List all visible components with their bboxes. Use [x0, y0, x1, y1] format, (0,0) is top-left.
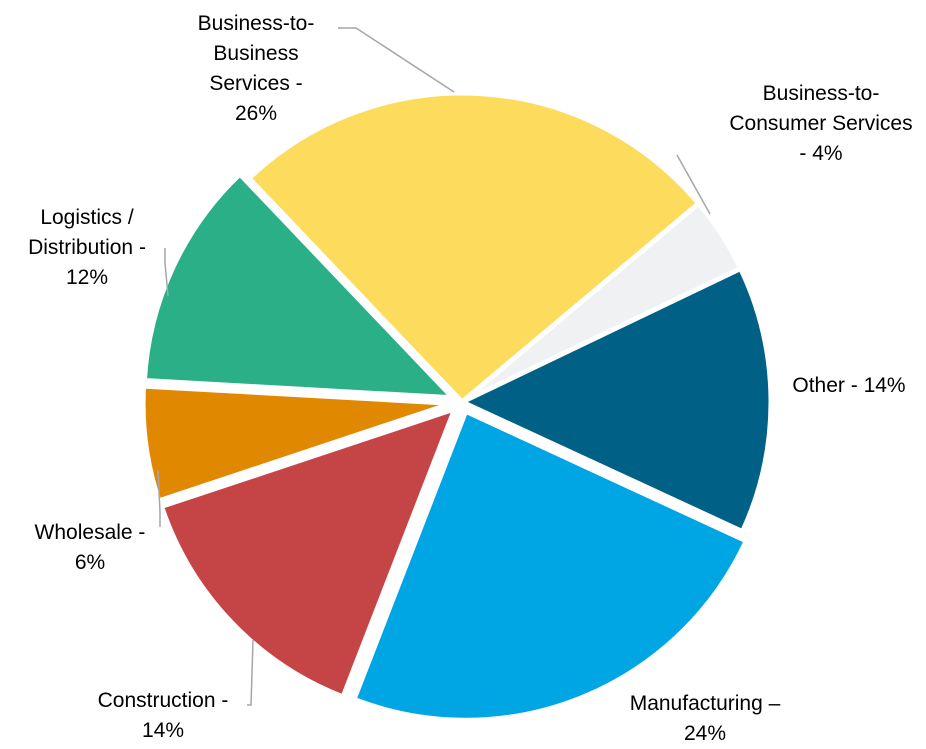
slice-label-line: Business: [213, 42, 298, 65]
slice-label-line: 12%: [66, 266, 108, 289]
slice-label-line: Consumer Services: [729, 112, 912, 135]
slice-label-line: Services -: [209, 72, 302, 95]
slice-label-line: Manufacturing –: [630, 692, 781, 715]
pie-slice-construction: [159, 406, 458, 700]
slice-label-line: 6%: [75, 551, 105, 574]
pie-slice-manufacturing: [351, 408, 749, 723]
slice-label-line: Business-to-: [763, 82, 880, 105]
leader-line-b2b-services: [338, 27, 455, 93]
leader-line-b2c-services: [676, 154, 711, 215]
pie-slice-other: [459, 265, 774, 535]
leader-line-wholesale: [157, 469, 161, 527]
slice-label-line: 26%: [235, 102, 277, 125]
pie-slice-logistics-distribution: [141, 171, 456, 401]
slice-label-line: 14%: [142, 719, 184, 742]
slice-label-b2c-services: Business-to- Consumer Services - 4%: [729, 82, 912, 165]
slice-label-line: 24%: [684, 722, 726, 744]
pie-slice-b2b-services: [246, 90, 702, 405]
leader-line-construction: [247, 639, 254, 706]
leader-lines-layer: [157, 27, 711, 706]
slice-label-line: Logistics /: [40, 206, 134, 229]
labels-layer: Business-to- Consumer Services - 4% Other -…: [28, 12, 913, 745]
leader-line-logistics-distribution: [164, 248, 169, 297]
slices-layer: [140, 90, 774, 723]
slice-label-logistics-distribution: Logistics / Distribution - 12%: [28, 206, 146, 289]
slice-label-manufacturing: Manufacturing – 24%: [630, 692, 781, 744]
slice-label-wholesale: Wholesale - 6%: [35, 521, 146, 574]
slice-label-line: - 4%: [799, 142, 842, 165]
slice-label-construction: Construction - 14%: [98, 689, 229, 742]
slice-label-line: Business-to-: [198, 12, 315, 35]
slice-label-line: Construction -: [98, 689, 229, 712]
slice-label-line: Wholesale -: [35, 521, 146, 544]
slice-label-line: Distribution -: [28, 236, 146, 259]
slice-label-other: Other - 14%: [792, 374, 905, 397]
slice-label-b2b-services: Business-to- Business Services - 26%: [198, 12, 315, 125]
slice-label-line: Other - 14%: [792, 374, 905, 397]
